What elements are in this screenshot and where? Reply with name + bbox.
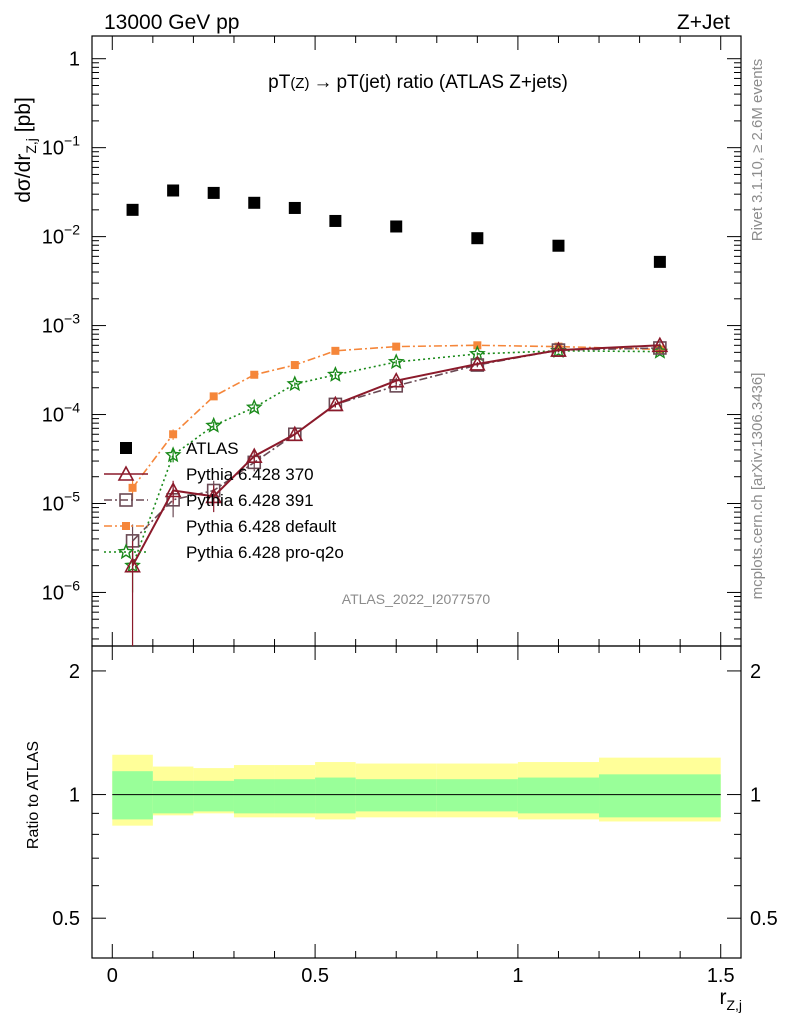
main-y-axis-label: dσ/drZ,j [pb] xyxy=(12,97,39,203)
data-point-p370 xyxy=(286,425,304,442)
data-point-p370 xyxy=(205,487,223,504)
ratio-band-inner xyxy=(274,779,316,814)
data-point-proq2o xyxy=(286,375,304,392)
ratio-tick-label-left: 2 xyxy=(69,661,80,683)
ratio-plot-frame xyxy=(91,645,742,959)
ratio-band-inner xyxy=(436,779,518,812)
x-tick-label: 1 xyxy=(512,965,523,987)
ratio-band-inner xyxy=(112,771,153,820)
legend-label: Pythia 6.428 391 xyxy=(186,491,314,510)
ratio-band-inner xyxy=(193,780,234,812)
data-point-atlas xyxy=(288,201,301,214)
y-tick-label: 10−2 xyxy=(42,222,80,249)
legend: ATLAS Pythia 6.428 370 Pythia 6.428 391 Pyt… xyxy=(104,439,344,562)
data-point-default xyxy=(392,342,401,351)
header-right-label: Z+Jet xyxy=(677,11,730,34)
ratio-y-axis-label: Ratio to ATLAS xyxy=(25,741,42,849)
data-point-proq2o xyxy=(205,416,223,433)
data-point-proq2o xyxy=(387,353,405,370)
y-tick-label: 10−3 xyxy=(42,311,80,338)
ratio-band-inner xyxy=(152,780,194,814)
legend-label: ATLAS xyxy=(186,439,239,458)
legend-label: Pythia 6.428 370 xyxy=(186,465,314,484)
data-point-atlas xyxy=(390,220,403,233)
data-point-default xyxy=(209,392,218,401)
legend-entry-atlas: ATLAS xyxy=(120,439,239,458)
data-point-p370 xyxy=(327,395,344,412)
data-point-atlas xyxy=(207,186,220,199)
x-tick-label: 0.5 xyxy=(301,965,329,987)
y-tick-label: 10−4 xyxy=(42,400,80,427)
data-point-default xyxy=(290,361,299,370)
x-tick-label: 1.5 xyxy=(707,965,735,987)
data-point-proq2o xyxy=(245,398,263,415)
ratio-tick-label-right: 1 xyxy=(750,785,761,807)
legend-marker xyxy=(122,522,130,530)
legend-entry-p391: Pythia 6.428 391 xyxy=(104,491,314,510)
data-point-p370 xyxy=(387,372,405,388)
series-line-proq2o xyxy=(131,349,660,566)
ratio-band-inner xyxy=(517,777,600,814)
rivet-version-label: Rivet 3.1.10, ≥ 2.6M events xyxy=(749,59,766,242)
data-point-p370 xyxy=(651,336,669,353)
ratio-plot-border xyxy=(91,645,742,959)
data-point-proq2o xyxy=(164,446,182,463)
legend-entry-p370: Pythia 6.428 370 xyxy=(104,465,314,484)
data-point-atlas xyxy=(471,232,484,245)
tick-labels: 0 0.5 1 1.5 1 10−1 10−2 10−3 10−4 10−5 10−6 2 2 1 1 0.5… xyxy=(42,49,778,987)
header-left-label: 13000 GeV pp xyxy=(104,11,239,34)
data-point-atlas xyxy=(126,203,139,216)
data-point-default xyxy=(331,346,340,355)
data-point-default xyxy=(250,370,259,379)
legend-label: Pythia 6.428 pro-q2o xyxy=(186,543,344,562)
legend-marker xyxy=(119,493,133,507)
y-tick-label: 10−5 xyxy=(42,488,80,515)
data-point-p370 xyxy=(164,481,182,498)
data-point-atlas xyxy=(552,239,565,252)
legend-marker xyxy=(117,465,135,481)
data-point-p370 xyxy=(469,355,486,371)
series-line-p370 xyxy=(131,344,660,567)
ratio-band-inner xyxy=(599,774,721,818)
mcplots-label: mcplots.cern.ch [arXiv:1306.3436] xyxy=(749,373,766,600)
data-point-proq2o xyxy=(326,365,344,382)
legend-marker xyxy=(117,543,135,560)
data-point-p370 xyxy=(124,556,141,573)
data-point-default xyxy=(128,483,137,492)
ratio-tick-label-right: 0.5 xyxy=(750,908,778,930)
data-point-default xyxy=(554,342,563,351)
plot-title: pT(Z) → pT(jet) ratio (ATLAS Z+jets) xyxy=(268,72,568,93)
legend-entry-default: Pythia 6.428 default xyxy=(104,517,337,536)
legend-marker xyxy=(120,442,132,454)
y-tick-label: 10−1 xyxy=(42,133,80,160)
data-point-atlas xyxy=(248,196,261,209)
ratio-band-inner xyxy=(233,779,275,814)
legend-entry-proq2o: Pythia 6.428 pro-q2o xyxy=(104,543,344,562)
series-line-default xyxy=(131,344,660,489)
y-tick-label: 1 xyxy=(69,49,80,71)
data-point-atlas xyxy=(329,214,342,227)
y-tick-label: 10−6 xyxy=(42,577,80,604)
ratio-tick-label-left: 1 xyxy=(69,785,80,807)
ratio-band-inner xyxy=(315,777,356,814)
data-point-atlas xyxy=(167,184,180,197)
analysis-watermark: ATLAS_2022_I2077570 xyxy=(342,591,491,607)
ratio-tick-label-right: 2 xyxy=(750,661,761,683)
series-p370 xyxy=(124,336,669,646)
series-layer xyxy=(124,184,669,646)
ratio-tick-label-left: 0.5 xyxy=(52,908,80,930)
data-point-atlas xyxy=(653,255,666,268)
data-point-p370 xyxy=(550,341,567,357)
x-tick-label: 0 xyxy=(107,965,118,987)
series-atlas xyxy=(126,184,666,268)
ratio-band xyxy=(112,754,721,826)
data-point-default xyxy=(169,430,178,439)
x-axis-label: rZ,j xyxy=(719,986,742,1013)
data-point-proq2o xyxy=(550,341,567,358)
legend-label: Pythia 6.428 default xyxy=(186,517,337,536)
data-point-p370 xyxy=(245,447,263,464)
ratio-band-inner xyxy=(355,779,437,812)
